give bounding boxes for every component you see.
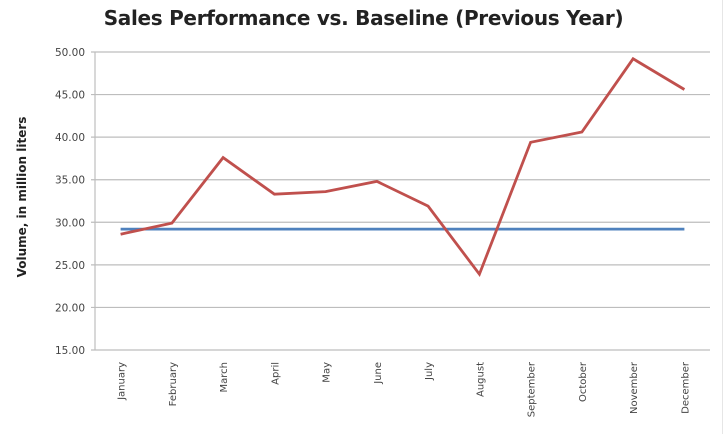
x-tick-label: January [117, 362, 128, 401]
x-tick-label: April [270, 362, 281, 385]
x-tick-label: June [373, 362, 384, 385]
y-tick-label: 50.00 [55, 47, 85, 59]
x-tick-label: February [168, 362, 179, 406]
x-tick-label: September [527, 361, 538, 417]
y-tick-label: 35.00 [55, 175, 85, 187]
y-tick-label: 15.00 [55, 345, 85, 357]
chart-title: Sales Performance vs. Baseline (Previous… [103, 6, 624, 30]
x-tick-label: May [322, 362, 333, 383]
y-tick-label: 20.00 [55, 302, 85, 314]
y-tick-label: 30.00 [55, 217, 85, 229]
x-tick-label: March [219, 362, 230, 392]
sales-line [120, 56, 686, 278]
x-tick-label: December [680, 361, 691, 414]
y-tick-label: 40.00 [55, 132, 85, 144]
x-tick-label: November [629, 361, 640, 414]
y-tick-label: 45.00 [55, 90, 85, 102]
y-tick-label: 25.00 [55, 260, 85, 272]
frame-edge [722, 0, 727, 434]
x-tick-label: October [578, 361, 589, 402]
x-tick-label: July [424, 362, 435, 381]
x-tick-label: August [475, 362, 486, 397]
